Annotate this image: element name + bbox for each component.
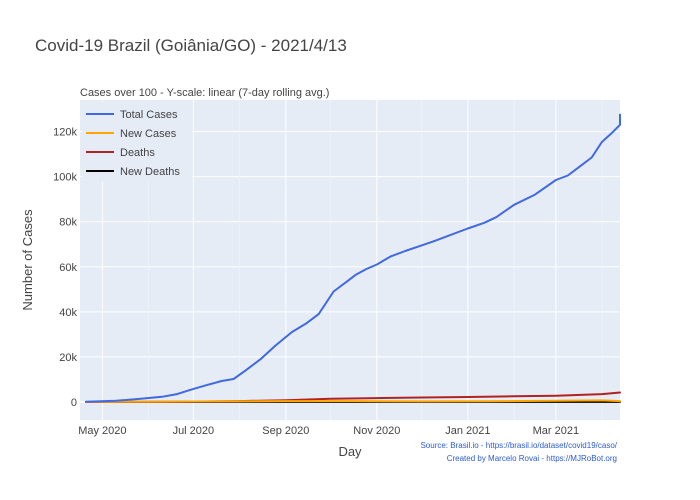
tick-labels: 0 20k 40k 60k 80k 100k 120k May 2020 Jul 2020 Sep…: [53, 127, 579, 437]
legend-label-new-cases: New Cases: [120, 128, 177, 140]
y-axis-title: Number of Cases: [20, 209, 35, 311]
y-tick-label: 40k: [59, 307, 77, 319]
x-axis-title: Day: [338, 444, 362, 459]
x-tick-label: Jul 2020: [173, 425, 215, 437]
x-tick-label: May 2020: [78, 425, 126, 437]
x-tick-label: Sep 2020: [262, 425, 309, 437]
x-tick-label: Mar 2021: [533, 425, 579, 437]
legend-label-new-deaths: New Deaths: [120, 166, 180, 178]
x-tick-label: Jan 2021: [445, 425, 490, 437]
y-tick-label: 80k: [59, 217, 77, 229]
series-lines: [85, 113, 621, 403]
x-tick-label: Nov 2020: [353, 425, 400, 437]
y-tick-label: 120k: [53, 127, 77, 139]
legend: Total Cases New Cases Deaths New Deaths: [82, 102, 192, 182]
legend-background: [82, 102, 192, 182]
series-line-total-cases: [85, 113, 621, 403]
legend-label-total-cases: Total Cases: [120, 109, 178, 121]
chart-title: Covid-19 Brazil (Goiânia/GO) - 2021/4/13: [35, 36, 347, 55]
y-tick-label: 100k: [53, 172, 77, 184]
y-tick-label: 0: [71, 397, 77, 409]
y-tick-label: 20k: [59, 352, 77, 364]
series-line-new-cases: [85, 399, 621, 403]
legend-label-deaths: Deaths: [120, 147, 155, 159]
author-note: Created by Marcelo Rovai - https://MJRoB…: [447, 454, 617, 463]
source-note: Source: Brasil.io - https://brasil.io/da…: [420, 441, 617, 450]
y-tick-label: 60k: [59, 262, 77, 274]
chart-subtitle: Cases over 100 - Y-scale: linear (7-day …: [80, 87, 329, 99]
